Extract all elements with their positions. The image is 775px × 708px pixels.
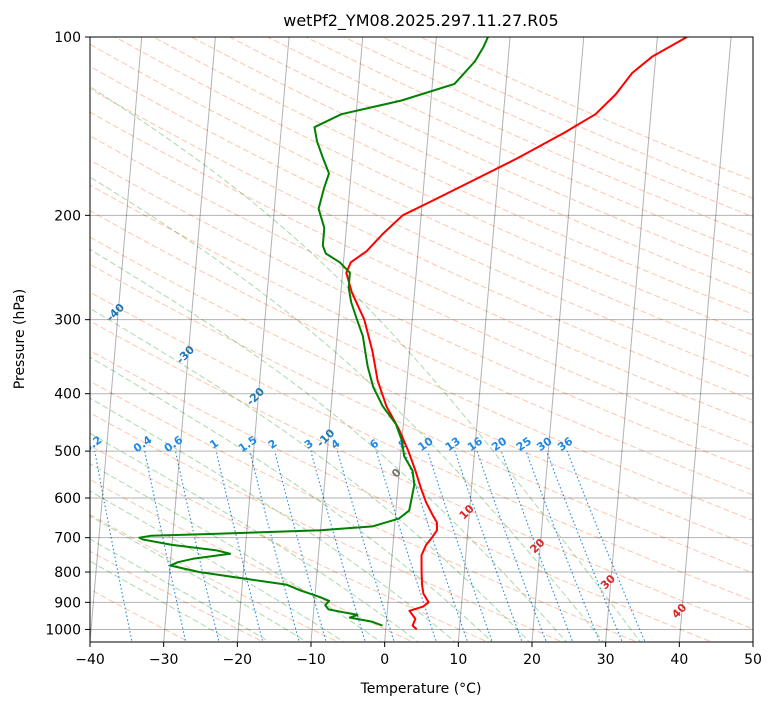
dry-adiabat-line xyxy=(90,380,639,642)
moist-adiabat-line xyxy=(90,86,642,642)
mixing-ratio-line xyxy=(274,450,327,642)
isotherm-line xyxy=(605,37,658,642)
y-axis-label: Pressure (hPa) xyxy=(12,289,28,389)
moist-adiabat-line xyxy=(90,490,345,642)
isotherm-line xyxy=(310,37,364,642)
x-tick-label: −20 xyxy=(223,652,253,668)
dry-adiabat-line xyxy=(90,184,753,496)
dewpoint-profile-line xyxy=(138,37,489,627)
x-tick-label: −40 xyxy=(75,652,105,668)
moist-adiabat-line xyxy=(90,515,308,642)
mixing-ratio-line xyxy=(144,450,187,642)
y-tick-label: 300 xyxy=(54,313,81,329)
x-tick-label: 20 xyxy=(523,652,541,668)
isotherm-line xyxy=(236,37,290,642)
isotherm-line xyxy=(90,37,143,642)
dry-adiabat-line xyxy=(90,320,753,630)
dry-adiabat-line xyxy=(90,236,753,547)
moist-adiabat-line xyxy=(90,432,419,642)
dry-adiabat-line xyxy=(191,37,753,295)
dry-adiabat-line xyxy=(90,210,753,521)
x-axis: −40 −30 −20 −10 0 10 20 30 40 50 xyxy=(75,642,762,668)
moist-adiabat-line xyxy=(90,538,271,642)
y-axis: 100 200 300 400 500 600 700 800 900 1000 xyxy=(45,30,90,638)
mixing-ratio-line xyxy=(336,450,395,642)
dry-adiabat-line xyxy=(90,65,753,379)
isotherm-line xyxy=(457,37,511,642)
mixing-ratio-line xyxy=(174,450,220,642)
chart-title: wetPf2_YM08.2025.297.11.27.R05 xyxy=(283,11,558,31)
mixing-ratio-line xyxy=(427,450,493,642)
mixing-ratio-line xyxy=(404,450,469,642)
dry-adiabat-line xyxy=(114,37,753,336)
y-tick-label: 200 xyxy=(54,208,81,224)
moist-adiabat-line xyxy=(90,463,382,642)
mixing-ratio-line xyxy=(545,450,623,642)
x-tick-label: 10 xyxy=(449,652,467,668)
moist-adiabat-line xyxy=(90,397,457,642)
mixing-ratio-line xyxy=(454,450,523,642)
mixing-ratio-line xyxy=(310,450,366,642)
mixing-ratio-line xyxy=(215,450,264,642)
dry-adiabats xyxy=(90,37,753,642)
profile-series xyxy=(138,37,688,631)
y-tick-label: 900 xyxy=(54,595,81,611)
mixing-ratio-line xyxy=(94,450,133,642)
dry-adiabat-line xyxy=(90,43,753,357)
x-tick-label: −30 xyxy=(149,652,179,668)
x-tick-label: 50 xyxy=(744,652,762,668)
y-tick-label: 800 xyxy=(54,565,81,581)
dry-adiabat-line xyxy=(90,135,753,448)
y-tick-label: 500 xyxy=(54,444,81,460)
x-tick-label: −10 xyxy=(296,652,326,668)
dry-adiabat-line xyxy=(90,445,489,642)
mixing-ratio-line xyxy=(525,450,601,642)
x-tick-label: 40 xyxy=(670,652,688,668)
isotherm-line xyxy=(678,37,732,642)
temperature-profile-line xyxy=(345,37,688,631)
y-tick-label: 1000 xyxy=(45,622,81,638)
x-tick-label: 0 xyxy=(380,652,389,668)
x-tick-label: 30 xyxy=(597,652,615,668)
moist-adiabat-line xyxy=(90,356,494,642)
moist-adiabat-line xyxy=(90,176,605,642)
mixing-ratio-line xyxy=(500,450,574,642)
dry-adiabat-line xyxy=(90,588,190,642)
y-tick-label: 100 xyxy=(54,30,81,46)
dry-adiabat-line xyxy=(90,550,265,642)
y-tick-label: 700 xyxy=(54,531,81,547)
y-tick-label: 600 xyxy=(54,491,81,507)
isotherm-line xyxy=(531,37,585,642)
isotherm-line xyxy=(163,37,216,642)
moist-adiabat-line xyxy=(90,307,531,642)
mixing-ratio-line xyxy=(249,450,300,642)
dry-adiabat-line xyxy=(90,263,753,574)
x-axis-label: Temperature (°C) xyxy=(360,681,482,697)
isotherms xyxy=(90,37,753,642)
mixing-ratio-line xyxy=(375,450,437,642)
isotherm-line xyxy=(384,37,437,642)
y-tick-label: 400 xyxy=(54,387,81,403)
moist-adiabats xyxy=(90,86,642,642)
dry-adiabat-line xyxy=(90,350,714,642)
dry-adiabat-line xyxy=(90,88,753,401)
plot-frame xyxy=(89,36,754,643)
moist-adiabat-line xyxy=(90,560,234,642)
mixing-ratio-line xyxy=(476,450,547,642)
mixing-ratio-lines xyxy=(94,450,646,642)
